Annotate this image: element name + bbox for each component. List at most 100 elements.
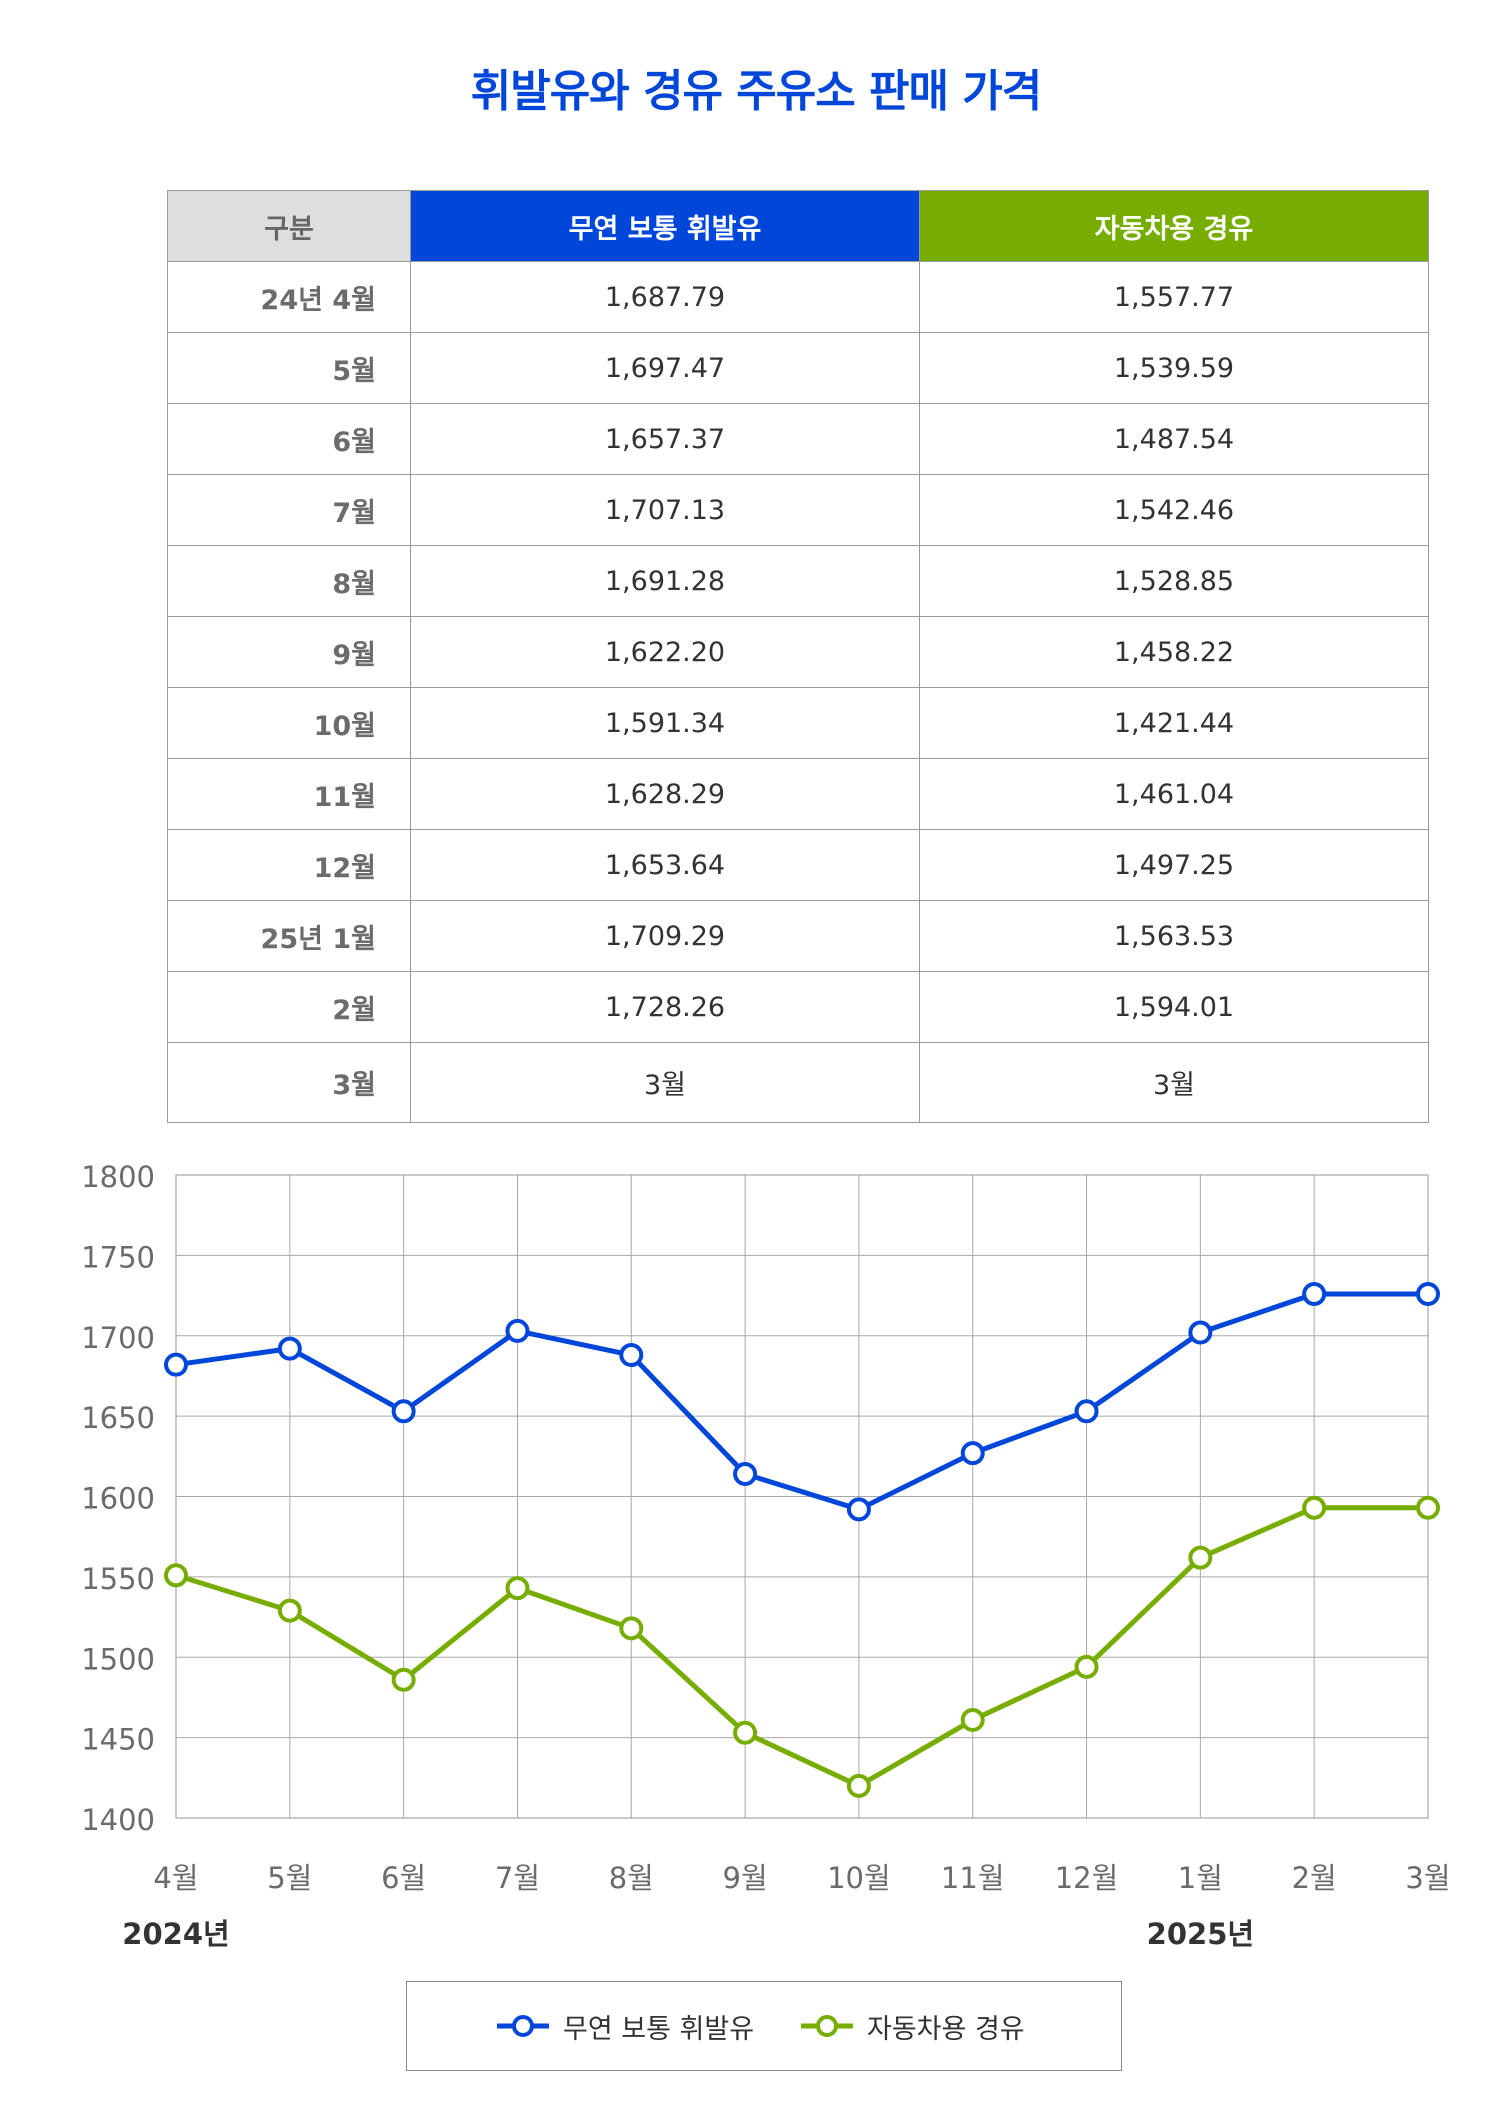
x-tick-label: 5월 <box>267 1861 312 1895</box>
table-row: 8월 1,691.28 1,528.85 <box>167 545 1429 617</box>
table-row: 25년 1월 1,709.29 1,563.53 <box>167 900 1429 972</box>
data-point <box>505 1318 530 1343</box>
series-line <box>175 1505 1428 1789</box>
x-tick-label: 1월 <box>1178 1861 1223 1895</box>
table-row: 12월 1,653.64 1,497.25 <box>167 829 1429 901</box>
y-tick-label: 1750 <box>81 1240 155 1274</box>
table-row: 11월 1,628.29 1,461.04 <box>167 758 1429 830</box>
x-tick-label: 3월 <box>1405 1861 1450 1895</box>
data-point <box>1302 1495 1327 1520</box>
x-tick-label: 9월 <box>723 1861 768 1895</box>
month-cell: 24년 4월 <box>167 261 411 333</box>
header-gasoline: 무연 보통 휘발유 <box>410 190 920 262</box>
table-row: 5월 1,697.47 1,539.59 <box>167 332 1429 404</box>
x-tick-label: 7월 <box>495 1861 540 1895</box>
data-point <box>1074 1399 1099 1424</box>
data-point <box>960 1441 985 1466</box>
gasoline-cell: 1,697.47 <box>410 332 920 404</box>
gasoline-cell: 1,707.13 <box>410 474 920 546</box>
data-point <box>277 1336 302 1361</box>
data-point <box>277 1598 302 1623</box>
y-tick-label: 1550 <box>81 1562 155 1596</box>
gasoline-cell: 1,622.20 <box>410 616 920 688</box>
data-point <box>619 1616 644 1641</box>
data-point <box>1302 1281 1327 1306</box>
data-point <box>733 1720 758 1745</box>
series-1 <box>164 1495 1440 1798</box>
month-cell: 2월 <box>167 971 411 1043</box>
x-tick-label: 8월 <box>609 1861 654 1895</box>
gasoline-cell: 3월 <box>410 1042 920 1123</box>
month-cell: 11월 <box>167 758 411 830</box>
month-cell: 12월 <box>167 829 411 901</box>
data-point <box>1416 1281 1440 1306</box>
table-row: 10월 1,591.34 1,421.44 <box>167 687 1429 759</box>
page-title: 휘발유와 경유 주유소 판매 가격 <box>470 66 1043 117</box>
diesel-cell: 1,528.85 <box>919 545 1429 617</box>
data-point <box>1074 1654 1099 1679</box>
table-row: 7월 1,707.13 1,542.46 <box>167 474 1429 546</box>
year-label: 2025년 <box>1147 1917 1254 1950</box>
diesel-cell: 1,461.04 <box>919 758 1429 830</box>
x-tick-label: 10월 <box>827 1861 891 1895</box>
gasoline-cell: 1,653.64 <box>410 829 920 901</box>
data-point <box>733 1461 758 1486</box>
table-header-row: 구분 무연 보통 휘발유 자동차용 경유 <box>167 190 1429 262</box>
price-table: 구분 무연 보통 휘발유 자동차용 경유 24년 4월 1,687.79 1,557… <box>167 190 1429 1123</box>
gasoline-cell: 1,687.79 <box>410 261 920 333</box>
x-tick-label: 11월 <box>941 1861 1005 1895</box>
gasoline-cell: 1,591.34 <box>410 687 920 759</box>
x-tick-label: 2월 <box>1292 1861 1337 1895</box>
month-cell: 8월 <box>167 545 411 617</box>
data-point <box>164 1563 188 1588</box>
gasoline-cell: 1,628.29 <box>410 758 920 830</box>
diesel-cell: 1,542.46 <box>919 474 1429 546</box>
table-row: 9월 1,622.20 1,458.22 <box>167 616 1429 688</box>
data-point <box>846 1497 871 1522</box>
price-line-chart: 1400 1450 1500 1550 1600 1650 1700 1750 1800 4월 5월… <box>81 1160 1450 1950</box>
series-line <box>175 1291 1428 1512</box>
diesel-cell: 3월 <box>919 1042 1429 1123</box>
y-tick-label: 1450 <box>81 1723 155 1757</box>
diesel-cell: 1,563.53 <box>919 900 1429 972</box>
x-tick-label: 12월 <box>1055 1861 1119 1895</box>
month-cell: 3월 <box>167 1042 411 1123</box>
chart-legend: 무연 보통 휘발유 자동차용 경유 <box>406 1981 1122 2071</box>
gasoline-cell: 1,657.37 <box>410 403 920 475</box>
month-cell: 9월 <box>167 616 411 688</box>
table-row: 2월 1,728.26 1,594.01 <box>167 971 1429 1043</box>
header-diesel: 자동차용 경유 <box>919 190 1429 262</box>
data-point <box>619 1343 644 1368</box>
data-point <box>846 1773 871 1798</box>
legend-label-gasoline: 무연 보통 휘발유 <box>563 2013 755 2045</box>
x-tick-label: 6월 <box>381 1861 426 1895</box>
legend-label-diesel: 자동차용 경유 <box>867 2013 1025 2045</box>
data-point <box>1188 1320 1213 1345</box>
y-tick-label: 1650 <box>81 1401 155 1435</box>
month-cell: 6월 <box>167 403 411 475</box>
data-point <box>1188 1545 1213 1570</box>
y-tick-label: 1500 <box>81 1642 155 1676</box>
legend-marker-gasoline <box>497 2015 549 2037</box>
y-tick-label: 1700 <box>81 1321 155 1355</box>
legend-item-diesel: 자동차용 경유 <box>799 1982 1025 2070</box>
legend-marker-diesel <box>801 2015 853 2037</box>
data-point <box>505 1576 530 1601</box>
diesel-cell: 1,487.54 <box>919 403 1429 475</box>
gasoline-cell: 1,709.29 <box>410 900 920 972</box>
month-cell: 5월 <box>167 332 411 404</box>
data-point <box>960 1707 985 1732</box>
gasoline-cell: 1,728.26 <box>410 971 920 1043</box>
diesel-cell: 1,458.22 <box>919 616 1429 688</box>
table-row: 3월 3월 3월 <box>167 1042 1429 1123</box>
table-row: 24년 4월 1,687.79 1,557.77 <box>167 261 1429 333</box>
y-tick-label: 1400 <box>81 1803 155 1837</box>
x-tick-label: 4월 <box>153 1861 198 1895</box>
month-cell: 7월 <box>167 474 411 546</box>
diesel-cell: 1,421.44 <box>919 687 1429 759</box>
data-point <box>164 1352 188 1377</box>
y-tick-label: 1600 <box>81 1482 155 1516</box>
table-row: 6월 1,657.37 1,487.54 <box>167 403 1429 475</box>
diesel-cell: 1,497.25 <box>919 829 1429 901</box>
year-label: 2024년 <box>122 1917 229 1950</box>
